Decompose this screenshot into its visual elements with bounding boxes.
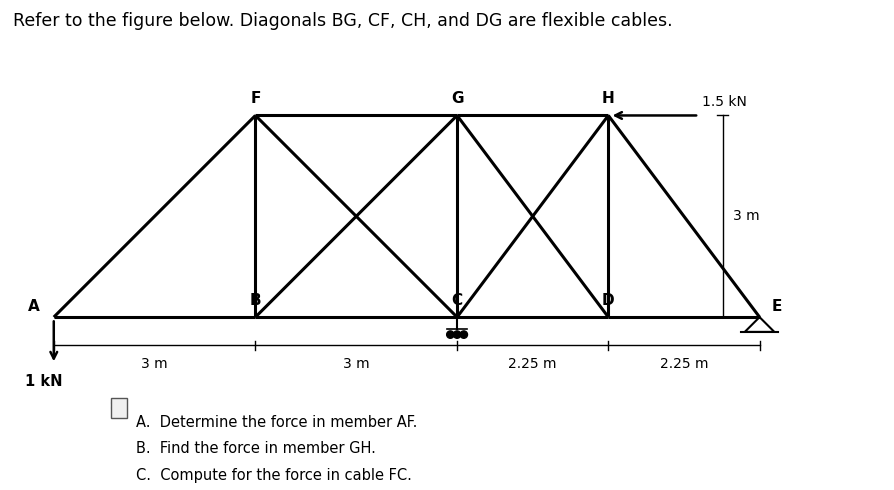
Text: 3 m: 3 m	[141, 357, 168, 371]
Bar	[111, 398, 127, 418]
Circle shape	[447, 331, 454, 338]
Circle shape	[460, 331, 468, 338]
Text: G: G	[451, 91, 463, 106]
Text: A.  Determine the force in member AF.: A. Determine the force in member AF.	[136, 415, 417, 430]
Circle shape	[453, 331, 460, 338]
Text: 1 kN: 1 kN	[25, 374, 63, 389]
Text: 3 m: 3 m	[343, 357, 369, 371]
Text: 3 m: 3 m	[733, 209, 759, 223]
Text: C: C	[451, 293, 463, 308]
Text: B.  Find the force in member GH.: B. Find the force in member GH.	[136, 441, 375, 457]
Text: 2.25 m: 2.25 m	[660, 357, 708, 371]
Text: Refer to the figure below. Diagonals BG, CF, CH, and DG are flexible cables.: Refer to the figure below. Diagonals BG,…	[13, 12, 673, 30]
Text: H: H	[602, 91, 615, 106]
Text: A: A	[28, 299, 39, 314]
Text: C.  Compute for the force in cable FC.: C. Compute for the force in cable FC.	[136, 468, 411, 483]
Text: 2.25 m: 2.25 m	[509, 357, 557, 371]
Text: D: D	[602, 293, 615, 308]
Text: B: B	[249, 293, 261, 308]
Text: 1.5 kN: 1.5 kN	[703, 95, 747, 109]
Text: F: F	[250, 91, 261, 106]
Text: E: E	[772, 299, 782, 314]
